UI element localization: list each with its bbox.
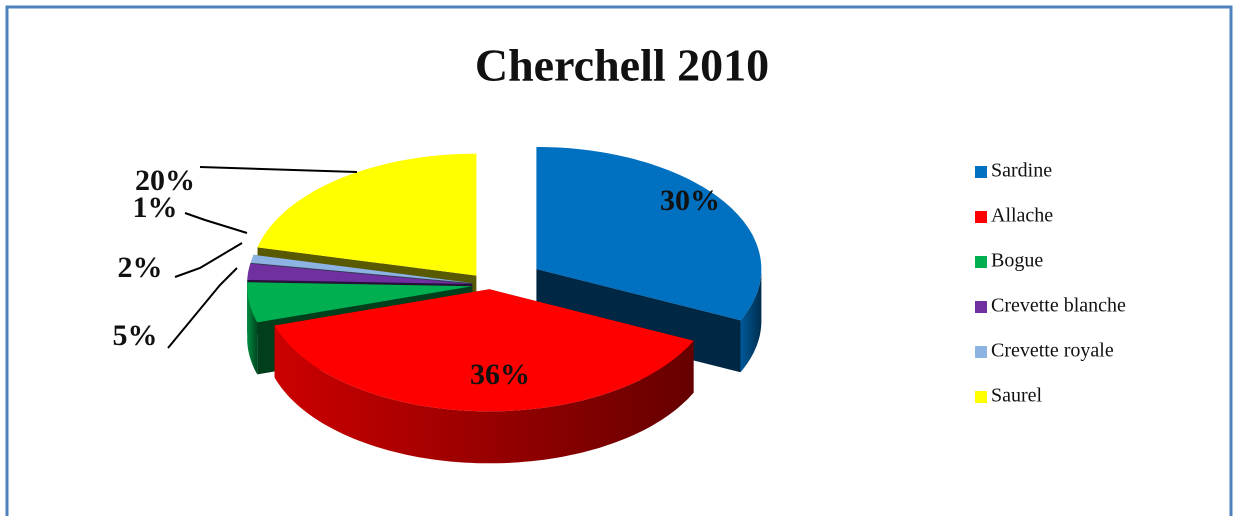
legend-swatch [975,256,987,268]
slice-top [274,289,694,412]
legend-label: Sardine [991,160,1052,182]
leader-line [167,267,238,349]
data-label: 1% [133,191,178,224]
frame [5,5,1233,516]
legend-swatch [975,211,987,223]
data-label: 36% [470,358,530,391]
slice-side [740,269,762,373]
legend-label: Allache [991,205,1053,227]
data-label: 5% [113,319,158,352]
legend-swatch [975,166,987,178]
pie-slice [274,289,694,464]
slice-top [536,147,762,321]
leader-line [184,212,248,234]
slice-top [247,282,473,323]
legend-label: Crevette royale [991,340,1114,362]
legend-swatch [975,346,987,358]
data-label: 20% [135,164,195,197]
slice-top [257,153,477,276]
legend-label: Bogue [991,250,1043,272]
chart-title: Cherchell 2010 [475,40,769,91]
slice-side [247,286,258,375]
data-label: 2% [118,251,163,284]
legend-label: Saurel [991,385,1043,407]
legend-label: Crevette blanche [991,295,1126,317]
leader-line [174,242,243,278]
data-label: 30% [660,184,720,217]
slice-top [250,254,473,284]
slice-top [247,263,473,284]
slice-side [274,325,694,464]
leader-line [199,166,358,173]
legend-swatch [975,391,987,403]
legend-swatch [975,301,987,313]
